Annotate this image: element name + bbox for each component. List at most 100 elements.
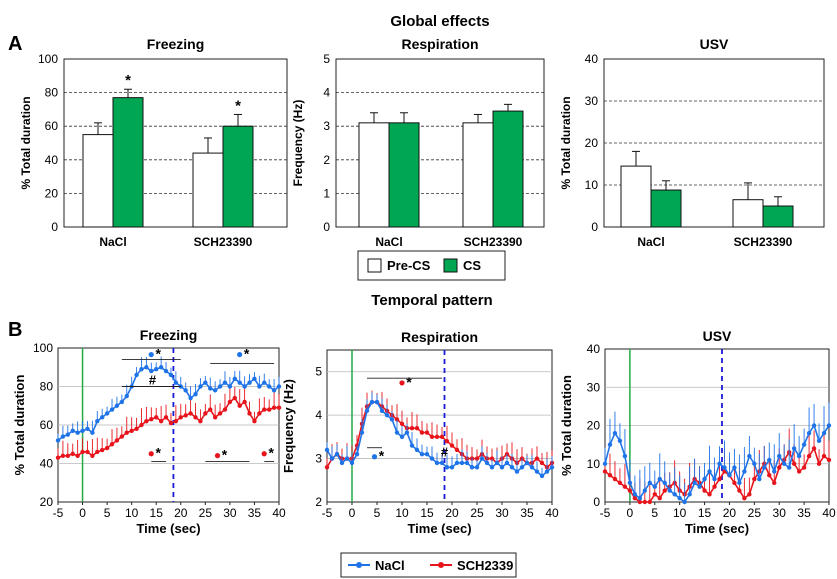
data-point — [90, 453, 95, 458]
data-point — [154, 415, 159, 420]
data-point — [791, 461, 797, 466]
x-axis-label: Time (sec) — [407, 521, 471, 536]
significance-star: * — [235, 97, 241, 114]
data-point — [154, 366, 159, 372]
data-point — [429, 434, 435, 440]
data-point — [539, 473, 545, 479]
data-point — [80, 449, 85, 455]
data-point — [632, 492, 638, 497]
bar-chart-1: 0 20 40 60 80 100 Freezing % Total duration NaCl… — [19, 36, 288, 249]
data-point — [104, 411, 110, 416]
chart-title: Freezing — [147, 36, 205, 52]
data-point — [424, 430, 430, 435]
data-point — [722, 465, 727, 470]
data-point — [262, 407, 267, 412]
data-point — [539, 460, 545, 466]
data-point — [149, 417, 154, 422]
significance-annotations: * * # * * * — [121, 346, 274, 463]
data-point — [399, 434, 405, 440]
data-point — [702, 476, 707, 482]
y-tick-label: 5 — [323, 52, 330, 66]
y-axis-label: Frequency (Hz) — [281, 379, 296, 473]
data-point — [811, 423, 817, 428]
data-point — [801, 465, 807, 470]
series-line — [326, 401, 553, 469]
significance-mark: * — [155, 346, 161, 362]
data-point — [193, 392, 198, 397]
data-point — [752, 476, 757, 482]
data-point — [454, 447, 460, 453]
bar-precs — [358, 122, 390, 228]
y-axis-label: % Total duration — [12, 375, 27, 476]
data-point — [727, 473, 732, 478]
data-point — [232, 395, 237, 401]
data-point — [474, 456, 480, 461]
y-tick-label: 60 — [40, 418, 54, 432]
data-point — [134, 372, 139, 378]
data-point — [334, 452, 340, 457]
x-tick-label: 0 — [627, 506, 634, 520]
significance-annotations: * * # — [367, 374, 449, 464]
data-point — [349, 460, 355, 466]
data-point — [782, 461, 787, 466]
x-tick-label: 35 — [797, 506, 811, 520]
x-tick-label: 10 — [395, 506, 409, 520]
data-point — [124, 393, 129, 399]
data-point — [242, 384, 247, 389]
y-tick-label: 40 — [587, 342, 601, 356]
data-point — [414, 425, 420, 431]
data-point — [707, 469, 712, 474]
y-tick-label: 0 — [323, 220, 330, 234]
chart-title: Respiration — [401, 36, 478, 52]
data-point — [499, 465, 505, 470]
category-label: SCH23390 — [734, 235, 793, 249]
data-point — [677, 495, 682, 501]
data-point — [276, 384, 282, 389]
legend-box — [340, 552, 517, 578]
bar-precs — [620, 165, 652, 228]
data-point — [124, 430, 129, 435]
data-point — [489, 465, 495, 470]
data-point — [183, 413, 188, 418]
data-point — [324, 447, 330, 453]
data-point — [791, 446, 797, 451]
significance-mark: * — [222, 447, 228, 463]
x-tick-label: 35 — [520, 506, 534, 520]
data-point — [627, 480, 633, 486]
data-point — [109, 407, 115, 412]
data-point — [75, 453, 80, 458]
data-point — [339, 460, 345, 466]
data-point — [474, 465, 480, 470]
data-point — [479, 456, 485, 461]
data-point — [129, 428, 134, 433]
data-point — [617, 438, 623, 443]
bar-chart-2: 0 1 2 3 4 5 Respiration Frequency (Hz) NaCl SCH23… — [291, 36, 545, 249]
line-chart-2: 2 3 4 5 -5 0 5 10 15 20 25 30 35 40 Time (sec) Respirat… — [281, 329, 559, 536]
data-point — [602, 461, 608, 466]
data-point — [519, 465, 525, 470]
data-point — [821, 430, 827, 436]
data-point — [821, 453, 827, 459]
panel-a-letter: A — [8, 33, 22, 55]
data-point — [494, 460, 500, 466]
data-point — [276, 405, 282, 410]
data-point — [419, 430, 425, 435]
significance-mark: * — [244, 346, 250, 362]
series-line — [326, 401, 553, 477]
bar-precs — [732, 199, 764, 228]
data-point — [95, 449, 100, 455]
data-point — [642, 488, 648, 493]
data-point — [806, 453, 812, 459]
data-point — [826, 423, 832, 428]
data-point — [100, 415, 105, 420]
data-point — [242, 399, 247, 405]
data-point — [389, 417, 395, 422]
legend-label: CS — [463, 258, 481, 273]
data-point — [85, 449, 90, 455]
data-point — [534, 469, 540, 474]
legend-b: NaCl SCH2339 — [340, 552, 517, 578]
x-tick-label: 5 — [651, 506, 658, 520]
data-point — [212, 415, 218, 420]
